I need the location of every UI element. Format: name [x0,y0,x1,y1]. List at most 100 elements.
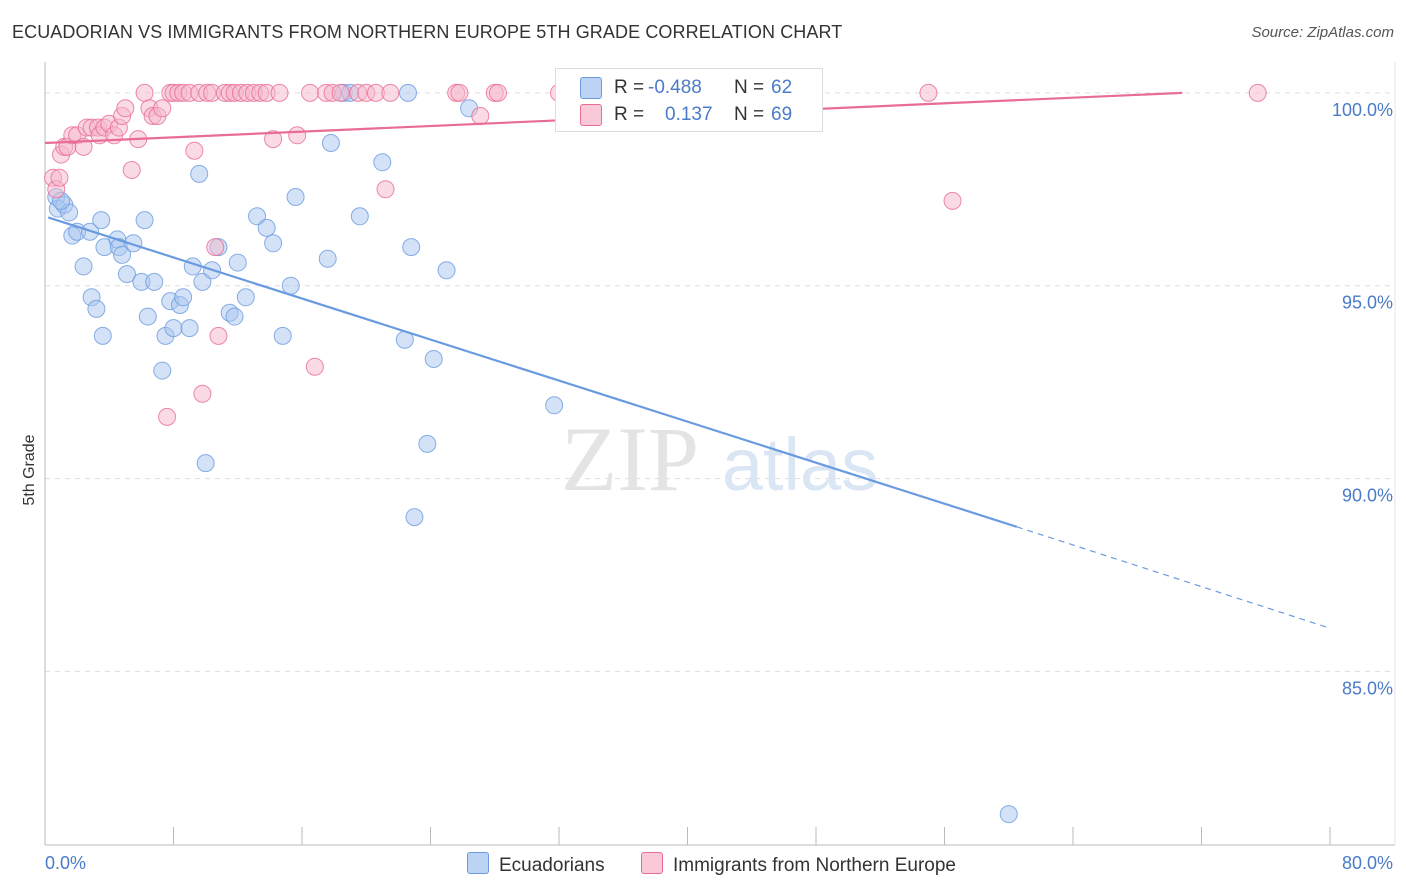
legend-n-value: 69 [771,104,793,125]
point-northern-europe [450,83,469,102]
point-northern-europe [193,384,212,403]
point-northern-europe [135,83,154,102]
legend-swatch-pink [641,852,663,874]
legend-n-label: N = [734,77,765,98]
point-ecuadorian [437,261,456,280]
point-ecuadorian [228,253,247,272]
point-northern-europe [209,326,228,345]
y-tick-label: 90.0% [1342,486,1393,506]
point-northern-europe [185,141,204,160]
point-ecuadorian [190,164,209,183]
point-ecuadorian [318,249,337,268]
correlation-legend: R = -0.488 N = 62 R = 0.137 N = 69 [555,68,823,132]
legend-item-ecuadorians: Ecuadorians [467,852,605,877]
legend-swatch-blue [580,77,602,99]
point-northern-europe [381,83,400,102]
point-ecuadorian [236,288,255,307]
point-northern-europe [288,126,307,145]
point-northern-europe [331,83,350,102]
point-ecuadorian [424,350,443,368]
point-ecuadorian [92,211,111,230]
legend-n-value: 62 [771,77,793,98]
legend-r-value: 0.137 [665,104,713,125]
point-ecuadorian [93,326,112,345]
point-northern-europe [919,83,938,102]
point-ecuadorian [87,299,106,318]
tick-labels: 85.0% 90.0% 95.0% 100.0% 0.0% 80.0% [45,100,1393,873]
point-northern-europe [301,83,320,102]
point-northern-europe [74,137,93,156]
data-points [44,83,1267,824]
point-northern-europe [264,130,283,149]
point-ecuadorian [399,83,418,102]
point-northern-europe [943,191,962,210]
point-ecuadorian [225,307,244,326]
point-ecuadorian [117,265,136,284]
y-tick-label: 95.0% [1342,293,1393,313]
point-ecuadorian [281,276,300,295]
point-ecuadorian [248,207,267,226]
legend-label-northern-europe: Immigrants from Northern Europe [673,855,956,876]
point-ecuadorian [264,234,283,253]
watermark-atlas: atlas [722,423,878,506]
point-ecuadorian [286,188,305,206]
point-northern-europe [153,99,172,118]
x-tick-label: 80.0% [1342,853,1393,873]
point-northern-europe [122,161,141,179]
y-tick-label: 85.0% [1342,678,1393,698]
point-northern-europe [50,168,69,187]
legend-r-value: -0.488 [648,77,702,98]
point-ecuadorian [273,326,292,345]
y-axis-label: 5th Grade [21,434,38,505]
point-ecuadorian [138,307,157,326]
point-ecuadorian [418,434,437,453]
point-ecuadorian [545,396,564,415]
legend-r-label: R = [614,77,645,98]
point-ecuadorian [196,454,215,473]
point-northern-europe [158,407,177,426]
legend-swatch-pink [580,104,602,126]
point-ecuadorian [145,272,164,291]
axes [44,62,1395,846]
point-northern-europe [376,180,395,199]
point-ecuadorian [999,805,1018,824]
y-tick-label: 100.0% [1332,100,1393,120]
legend-n-label: N = [734,104,765,125]
point-northern-europe [206,238,225,257]
point-ecuadorian [124,234,143,253]
trend-extension-ecuadorians [1016,526,1331,629]
point-northern-europe [116,99,135,118]
source-label: Source: ZipAtlas.com [1251,24,1394,41]
point-ecuadorian [180,319,199,338]
chart-title: ECUADORIAN VS IMMIGRANTS FROM NORTHERN E… [12,22,843,42]
watermark-zip: ZIP [561,408,699,510]
point-ecuadorian [193,272,212,291]
x-tick-label: 0.0% [45,853,86,873]
point-ecuadorian [113,245,132,264]
point-ecuadorian [321,134,340,152]
trend-line-ecuadorians [47,216,1018,528]
grid-lines [45,62,1396,845]
watermark: ZIP atlas [561,408,878,510]
point-ecuadorian [350,207,369,226]
point-ecuadorian [174,288,193,307]
legend-swatch-blue [467,852,489,874]
point-northern-europe [270,83,289,102]
point-ecuadorian [164,319,183,338]
point-ecuadorian [135,211,154,230]
point-northern-europe [488,83,507,102]
point-northern-europe [471,107,490,125]
point-ecuadorian [153,361,172,380]
point-northern-europe [305,357,324,376]
legend-r-label: R = [614,104,645,125]
point-ecuadorian [405,508,424,527]
legend-item-northern-europe: Immigrants from Northern Europe [641,852,956,877]
trend-lines [44,91,1331,629]
point-ecuadorian [373,153,392,172]
point-ecuadorian [257,218,276,237]
point-ecuadorian [74,257,93,276]
point-ecuadorian [402,238,421,257]
point-northern-europe [1248,83,1267,102]
legend-label-ecuadorians: Ecuadorians [499,855,605,876]
